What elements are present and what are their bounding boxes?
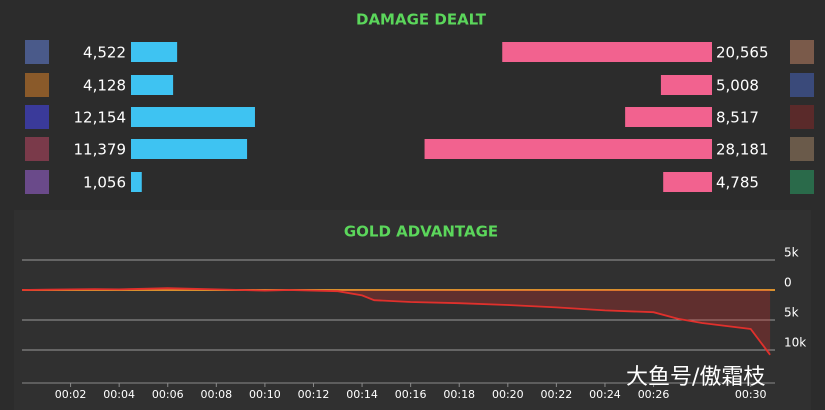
bar — [131, 75, 174, 95]
area — [22, 288, 771, 355]
x-tick-label: 00:10 — [249, 388, 281, 401]
value-label: 11,379 — [74, 141, 127, 159]
value-label: 1,056 — [83, 174, 126, 192]
x-tick-label: 00:02 — [55, 388, 87, 401]
portrait — [790, 40, 814, 64]
portrait — [790, 73, 814, 97]
value-label: 4,128 — [83, 77, 126, 95]
portrait — [25, 73, 49, 97]
bar — [131, 139, 248, 159]
value-label: 28,181 — [716, 141, 769, 159]
gold-title: GOLD ADVANTAGE — [344, 223, 498, 241]
value-label: 5,008 — [716, 77, 759, 95]
x-tick-label: 00:16 — [395, 388, 427, 401]
portrait — [25, 105, 49, 129]
gold-panel — [14, 210, 811, 410]
portrait — [25, 137, 49, 161]
x-tick-label: 00:26 — [638, 388, 670, 401]
watermark: 大鱼号/傲霜枝 — [626, 365, 765, 390]
portrait — [790, 137, 814, 161]
y-tick-label: 10k — [784, 336, 806, 350]
portrait — [790, 105, 814, 129]
bar — [424, 139, 712, 159]
portrait — [25, 170, 49, 194]
x-tick-label: 00:18 — [443, 388, 475, 401]
bar — [660, 75, 712, 95]
x-tick-label: 00:24 — [589, 388, 621, 401]
portrait — [25, 40, 49, 64]
x-tick-label: 00:20 — [492, 388, 524, 401]
bar — [131, 107, 255, 127]
x-tick-label: 00:06 — [152, 388, 184, 401]
x-tick-label: 00:08 — [200, 388, 232, 401]
portrait — [790, 170, 814, 194]
value-label: 4,785 — [716, 174, 759, 192]
bar — [131, 42, 178, 62]
bar — [502, 42, 712, 62]
y-tick-label: 5k — [784, 306, 799, 320]
blue-portraits — [25, 40, 49, 194]
value-label: 20,565 — [716, 44, 769, 62]
bar — [131, 172, 142, 192]
line — [21, 287, 771, 356]
bar — [625, 107, 712, 127]
x-tick-label: 00:12 — [298, 388, 330, 401]
y-tick-label: 0 — [784, 276, 792, 290]
x-tick-label: 00:14 — [346, 388, 378, 401]
value-label: 4,522 — [83, 44, 126, 62]
x-tick-label: 00:22 — [541, 388, 573, 401]
x-tick-label: 00:04 — [103, 388, 135, 401]
y-tick-label: 5k — [784, 246, 799, 260]
x-tick-label: 00:30 — [735, 388, 767, 401]
red-portraits — [790, 40, 814, 194]
bar — [663, 172, 712, 192]
value-label: 12,154 — [74, 109, 127, 127]
damage-title: DAMAGE DEALT — [356, 11, 487, 29]
value-label: 8,517 — [716, 109, 759, 127]
